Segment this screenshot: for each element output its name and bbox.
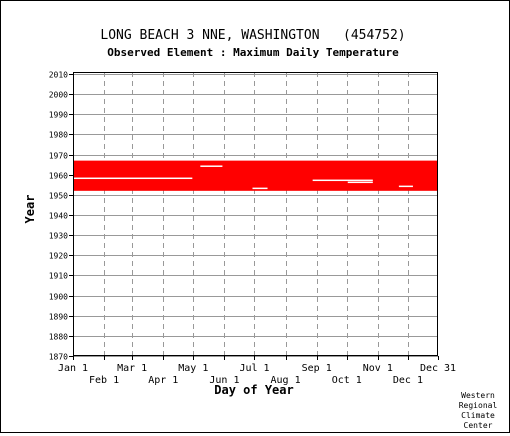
data-band — [73, 160, 438, 191]
x-tick-label-top-0: Jan 1 — [58, 363, 88, 374]
y-tick-label-2000: 2000 — [49, 91, 68, 100]
x-tick-label-bottom-0: Feb 1 — [89, 375, 119, 386]
data-gap-4 — [398, 185, 413, 188]
plot-border — [73, 72, 438, 356]
chart-title: LONG BEACH 3 NNE, WASHINGTON (454752) — [100, 28, 405, 43]
credit-line-3: Climate — [461, 411, 495, 420]
x-tick-label-bottom-4: Oct 1 — [332, 375, 362, 386]
y-axis-label: Year — [23, 195, 37, 224]
x-tick-label-top-4: Sep 1 — [302, 363, 332, 374]
data-gap-3 — [347, 181, 373, 184]
y-tick-label-1870: 1870 — [49, 353, 68, 362]
x-tick-label-top-1: Mar 1 — [117, 363, 147, 374]
credit-line-4: Center — [464, 421, 493, 430]
data-gap-2 — [312, 179, 373, 182]
y-tick-label-1960: 1960 — [49, 172, 68, 181]
x-tick-label-bottom-2: Jun 1 — [209, 375, 239, 386]
x-tick-label-bottom-5: Dec 1 — [393, 375, 423, 386]
x-tick-label-top-2: May 1 — [178, 363, 208, 374]
y-tick-label-1930: 1930 — [49, 232, 68, 241]
credit-block: Western Regional Climate Center — [459, 391, 498, 430]
plot-area: 1870 1880 1890 1900 1910 1920 1930 1940 1950 1960… — [49, 71, 456, 387]
y-tick-label-1990: 1990 — [49, 111, 68, 120]
x-tick-label-top-5: Nov 1 — [363, 363, 393, 374]
y-tick-label-1920: 1920 — [49, 252, 68, 261]
y-tick-label-1900: 1900 — [49, 293, 68, 302]
y-tick-label-1890: 1890 — [49, 313, 68, 322]
y-tick-label-1980: 1980 — [49, 131, 68, 140]
y-tick-label-1880: 1880 — [49, 333, 68, 342]
data-gap-0 — [200, 165, 223, 167]
x-axis-label: Day of Year — [214, 383, 293, 397]
data-gap-1 — [73, 177, 193, 180]
credit-line-1: Western — [461, 391, 495, 400]
x-tick-label-bottom-1: Apr 1 — [148, 375, 178, 386]
x-tick-label-top-3: Jul 1 — [239, 363, 269, 374]
data-gap-5 — [252, 187, 268, 190]
y-tick-label-2010: 2010 — [49, 71, 68, 80]
y-tick-label-1940: 1940 — [49, 212, 68, 221]
credit-line-2: Regional — [459, 401, 498, 410]
y-tick-label-1910: 1910 — [49, 272, 68, 281]
y-tick-label-1970: 1970 — [49, 152, 68, 161]
chart-subtitle: Observed Element : Maximum Daily Tempera… — [107, 46, 399, 59]
x-tick-label-top-6: Dec 31 — [420, 363, 456, 374]
x-tick-label-bottom-3: Aug 1 — [271, 375, 301, 386]
y-tick-label-1950: 1950 — [49, 192, 68, 201]
